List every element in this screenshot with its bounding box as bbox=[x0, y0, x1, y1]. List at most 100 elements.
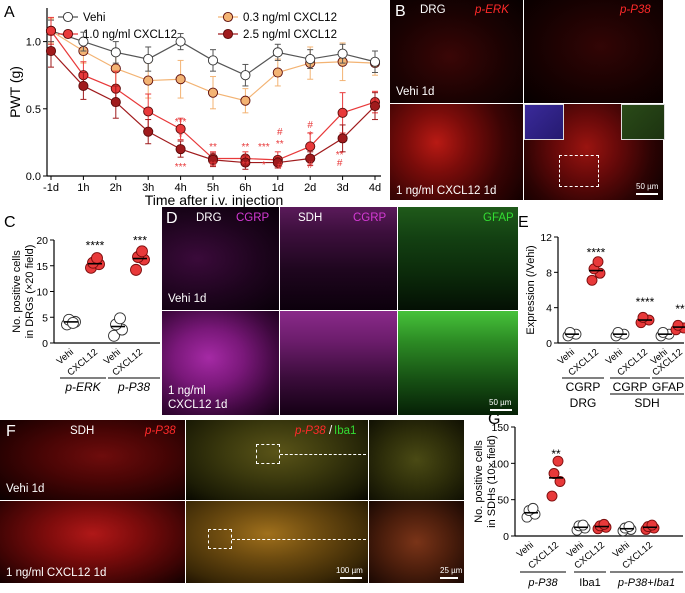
e-subgroup-label: DRG bbox=[570, 396, 597, 410]
a-data-point bbox=[207, 154, 219, 165]
a-data-point bbox=[272, 157, 283, 168]
a-data-point bbox=[78, 36, 89, 47]
f-label-iba1: Iba1 bbox=[334, 425, 357, 437]
panel-letter-g: G bbox=[488, 411, 500, 428]
a-x-tick-label: 2d bbox=[304, 182, 316, 194]
e-significance-stars: ** bbox=[675, 302, 685, 316]
e-y-tick-label: 4 bbox=[546, 303, 552, 315]
a-data-point bbox=[305, 141, 316, 152]
a-stat-annotation: # bbox=[307, 120, 313, 131]
c-y-tick-label: 0 bbox=[42, 338, 48, 350]
d-label-drg: DRG bbox=[196, 212, 222, 224]
b-vehi-pp38-image bbox=[524, 0, 663, 103]
b-label-perk: p-ERK bbox=[475, 4, 509, 16]
e-data-point bbox=[592, 256, 604, 268]
panel-letter-c: C bbox=[4, 214, 16, 231]
b-vehi-perk-image bbox=[390, 0, 523, 103]
a-stat-annotation: ** bbox=[242, 142, 250, 153]
a-stat-annotation: ** bbox=[306, 143, 314, 154]
g-data-point bbox=[646, 519, 658, 531]
a-data-point bbox=[45, 25, 57, 36]
a-data-point bbox=[175, 123, 186, 135]
f-vehi-zoom-image bbox=[369, 420, 464, 500]
c-y-tick-label: 10 bbox=[36, 287, 48, 299]
panel-letter-e: E bbox=[518, 214, 529, 231]
a-legend-marker bbox=[62, 28, 74, 40]
panel-letter-f: F bbox=[6, 423, 16, 440]
a-data-point bbox=[337, 133, 348, 144]
f-cxcl-pp38-image bbox=[0, 501, 185, 583]
g-group-label: Iba1 bbox=[579, 577, 600, 589]
a-stat-annotation: *** bbox=[258, 142, 270, 153]
g-data-point bbox=[554, 476, 566, 487]
f-vehi-merge-image bbox=[186, 420, 368, 500]
d-vehi-gfap-image bbox=[398, 207, 518, 310]
d-label-vehi-1d: Vehi 1d bbox=[168, 293, 207, 305]
f-scale-bar-1 bbox=[340, 577, 362, 579]
a-data-point bbox=[369, 101, 381, 112]
d-label-cxcl-line2: CXCL12 1d bbox=[168, 399, 228, 411]
a-stat-annotation: ** bbox=[276, 139, 284, 150]
d-label-cgrp-2: CGRP bbox=[353, 212, 387, 224]
a-legend-marker bbox=[62, 11, 74, 23]
f-roi-box-2 bbox=[208, 529, 232, 549]
a-stat-annotation: # bbox=[307, 160, 313, 171]
d-cxcl-drg-image bbox=[162, 311, 279, 415]
c-y-axis-label: No. positive cells bbox=[11, 250, 23, 333]
e-significance-stars: **** bbox=[636, 295, 655, 309]
a-legend-marker bbox=[222, 28, 234, 40]
panel-letter-a: A bbox=[4, 4, 15, 21]
a-legend-marker bbox=[222, 11, 234, 23]
panel-a-line-chart: A 0.0 0.5 1.0 -1d 1h 2h 3h 4h 5h 6h 1d 2d 3d 4d Time a… bbox=[4, 4, 381, 208]
a-data-point bbox=[369, 56, 381, 67]
a-y-tick-label: 1.0 bbox=[26, 37, 41, 49]
e-y-tick-label: 0 bbox=[546, 338, 552, 350]
b-scale-bar bbox=[636, 193, 658, 195]
c-data-point bbox=[136, 245, 148, 258]
b-label-cxcl12-1d: 1 ng/ml CXCL12 1d bbox=[396, 185, 497, 197]
c-group-label: p-ERK bbox=[64, 380, 101, 394]
c-data-point bbox=[108, 329, 120, 342]
f-cxcl-zoom-image bbox=[369, 501, 464, 583]
f-label-slash: / bbox=[329, 425, 333, 437]
a-data-point bbox=[337, 107, 348, 118]
f-label-pp38-merge: p-P38 bbox=[295, 425, 326, 437]
f-cxcl-merge-image bbox=[186, 501, 368, 583]
g-group-label: p-P38+Iba1 bbox=[617, 577, 675, 589]
f-label-pp38: p-P38 bbox=[145, 425, 176, 437]
g-y-tick-label: 50 bbox=[497, 495, 509, 507]
f-scale-bar-2 bbox=[440, 577, 458, 579]
a-x-tick-label: 4d bbox=[369, 182, 381, 194]
g-y-axis-label: in SDHs (10× field) bbox=[486, 435, 498, 528]
g-data-point bbox=[598, 518, 610, 530]
panel-g-plot: 0 50 100 150 No. positive cells in SDHs (10× … bbox=[473, 422, 683, 589]
a-x-tick-label: 2h bbox=[110, 182, 122, 194]
a-stat-annotation: # bbox=[277, 161, 283, 172]
e-y-tick-label: 12 bbox=[540, 232, 552, 244]
panel-a-annotations: ***************#**#****#***#**# bbox=[175, 117, 344, 173]
e-data-point bbox=[657, 326, 669, 338]
a-data-point bbox=[272, 47, 283, 58]
a-data-point bbox=[175, 36, 186, 47]
panel-c-plot: 0 5 10 15 20 No. positive cells in DRGs (×20 f… bbox=[11, 234, 160, 394]
a-x-tick-label: 6h bbox=[239, 182, 251, 194]
panel-g-dot-plot: G 0 50 100 150 No. positive cells in SDHs (10… bbox=[473, 411, 683, 589]
panel-letter-b: B bbox=[395, 3, 406, 20]
c-y-tick-label: 20 bbox=[36, 235, 48, 247]
a-stat-annotation: ** bbox=[209, 142, 217, 153]
c-data-point bbox=[130, 263, 142, 276]
g-data-point bbox=[546, 490, 558, 502]
d-vehi-drg-image bbox=[162, 207, 279, 310]
g-data-point bbox=[552, 455, 564, 467]
g-data-point bbox=[577, 519, 589, 531]
e-data-point bbox=[637, 311, 649, 323]
c-y-tick-label: 5 bbox=[42, 312, 48, 324]
a-data-point bbox=[143, 106, 154, 117]
e-group-label: CGRP bbox=[613, 380, 648, 394]
e-y-tick-label: 8 bbox=[546, 267, 552, 279]
c-data-point bbox=[67, 316, 79, 329]
d-cxcl-sdh-image bbox=[280, 311, 397, 415]
g-y-tick-label: 100 bbox=[491, 458, 509, 470]
